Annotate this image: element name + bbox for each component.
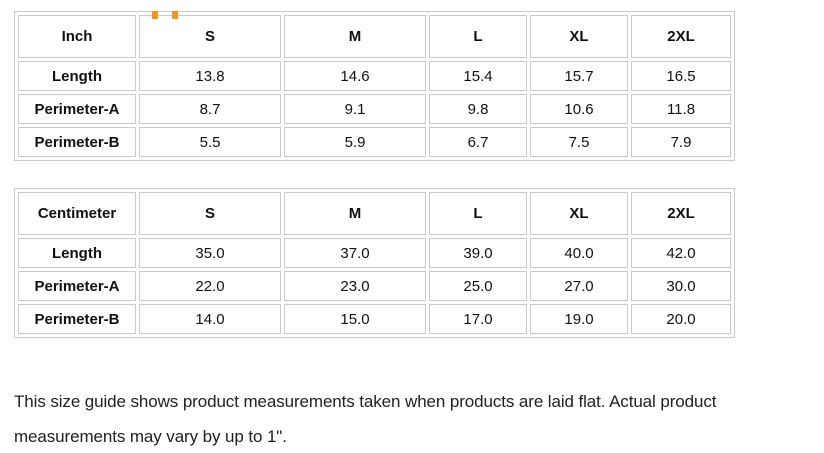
size-value: 11.8 bbox=[631, 94, 731, 124]
size-value: 39.0 bbox=[429, 238, 527, 268]
table-row: Perimeter-B 14.0 15.0 17.0 19.0 20.0 bbox=[18, 304, 731, 334]
row-label: Perimeter-B bbox=[18, 127, 136, 157]
size-value: 42.0 bbox=[631, 238, 731, 268]
size-table-centimeter: Centimeter S M L XL 2XL Length 35.0 37.0… bbox=[14, 188, 735, 338]
column-header: XL bbox=[530, 15, 628, 58]
size-value: 8.7 bbox=[139, 94, 281, 124]
column-header: 2XL bbox=[631, 15, 731, 58]
column-header: M bbox=[284, 15, 426, 58]
clipped-heading-letter bbox=[151, 11, 179, 19]
column-header: S bbox=[139, 192, 281, 235]
size-value: 15.4 bbox=[429, 61, 527, 91]
size-value: 15.0 bbox=[284, 304, 426, 334]
size-guide-note: This size guide shows product measuremen… bbox=[14, 392, 717, 446]
size-value: 6.7 bbox=[429, 127, 527, 157]
size-value: 17.0 bbox=[429, 304, 527, 334]
size-value: 19.0 bbox=[530, 304, 628, 334]
column-header: S bbox=[139, 15, 281, 58]
size-value: 5.5 bbox=[139, 127, 281, 157]
column-header: L bbox=[429, 15, 527, 58]
size-value: 25.0 bbox=[429, 271, 527, 301]
size-value: 30.0 bbox=[631, 271, 731, 301]
size-value: 15.7 bbox=[530, 61, 628, 91]
row-label: Perimeter-A bbox=[18, 271, 136, 301]
size-value: 23.0 bbox=[284, 271, 426, 301]
row-label: Length bbox=[18, 238, 136, 268]
row-label: Perimeter-B bbox=[18, 304, 136, 334]
table-header-row: Inch S M L XL 2XL bbox=[18, 15, 731, 58]
size-value: 35.0 bbox=[139, 238, 281, 268]
size-value: 10.6 bbox=[530, 94, 628, 124]
size-value: 14.0 bbox=[139, 304, 281, 334]
heading-letter-fragment bbox=[152, 11, 178, 19]
size-value: 7.9 bbox=[631, 127, 731, 157]
row-label: Length bbox=[18, 61, 136, 91]
table-row: Perimeter-A 22.0 23.0 25.0 27.0 30.0 bbox=[18, 271, 731, 301]
size-value: 27.0 bbox=[530, 271, 628, 301]
table-header-row: Centimeter S M L XL 2XL bbox=[18, 192, 731, 235]
table-row: Length 13.8 14.6 15.4 15.7 16.5 bbox=[18, 61, 731, 91]
table-row: Length 35.0 37.0 39.0 40.0 42.0 bbox=[18, 238, 731, 268]
table-row: Perimeter-A 8.7 9.1 9.8 10.6 11.8 bbox=[18, 94, 731, 124]
column-header: XL bbox=[530, 192, 628, 235]
size-value: 37.0 bbox=[284, 238, 426, 268]
size-value: 40.0 bbox=[530, 238, 628, 268]
table-row: Perimeter-B 5.5 5.9 6.7 7.5 7.9 bbox=[18, 127, 731, 157]
size-value: 13.8 bbox=[139, 61, 281, 91]
size-value: 16.5 bbox=[631, 61, 731, 91]
size-value: 14.6 bbox=[284, 61, 426, 91]
size-table-inch: Inch S M L XL 2XL Length 13.8 14.6 15.4 … bbox=[14, 11, 735, 161]
size-value: 5.9 bbox=[284, 127, 426, 157]
size-value: 9.1 bbox=[284, 94, 426, 124]
size-value: 9.8 bbox=[429, 94, 527, 124]
column-header: M bbox=[284, 192, 426, 235]
column-header: 2XL bbox=[631, 192, 731, 235]
column-header: L bbox=[429, 192, 527, 235]
unit-header: Inch bbox=[18, 15, 136, 58]
size-value: 22.0 bbox=[139, 271, 281, 301]
size-value: 20.0 bbox=[631, 304, 731, 334]
unit-header: Centimeter bbox=[18, 192, 136, 235]
row-label: Perimeter-A bbox=[18, 94, 136, 124]
size-value: 7.5 bbox=[530, 127, 628, 157]
